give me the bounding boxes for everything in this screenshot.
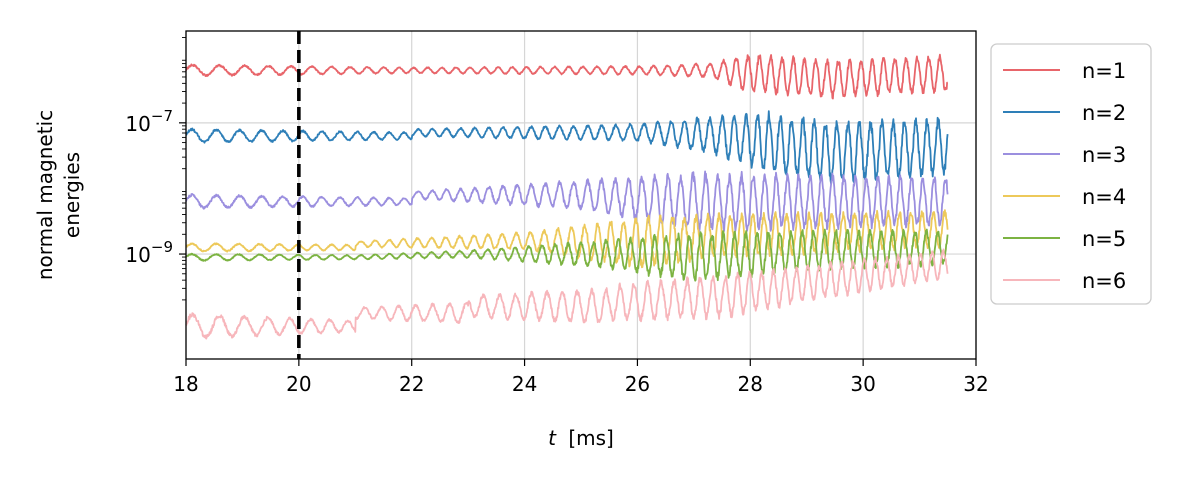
x-tick-label: 24	[512, 372, 537, 396]
x-axis-label-unit: [ms]	[568, 426, 614, 450]
x-axis-label-variable: t	[548, 426, 557, 450]
series-line-1	[185, 53, 948, 100]
x-axis-label: t [ms]	[548, 426, 614, 450]
x-axis-ticks: 18 20 22 24 26 28 30 32	[173, 359, 989, 396]
y-axis-ticks: 10−910−7	[125, 37, 186, 301]
x-tick-label: 32	[963, 372, 988, 396]
x-tick-label: 28	[738, 372, 763, 396]
x-tick-label: 30	[850, 372, 875, 396]
series-lines	[185, 53, 949, 340]
legend-label: n=6	[1082, 269, 1126, 293]
legend-box	[990, 43, 1152, 305]
y-tick-label: 10−9	[125, 238, 173, 267]
legend: n=1 n=2 n=3 n=4 n=5 n=6	[990, 43, 1152, 305]
series-line-4	[185, 209, 949, 269]
legend-label: n=4	[1082, 185, 1126, 209]
legend-label: n=5	[1082, 227, 1126, 251]
x-tick-label: 20	[286, 372, 311, 396]
series-line-3	[185, 170, 949, 233]
series-line-6	[185, 248, 949, 340]
legend-label: n=2	[1082, 101, 1126, 125]
x-tick-label: 18	[173, 372, 198, 396]
y-tick-label-exponent: −7	[151, 107, 173, 125]
y-tick-label-base: 10	[125, 243, 150, 267]
y-tick-label-base: 10	[125, 112, 150, 136]
legend-label: n=1	[1082, 59, 1126, 83]
y-tick-label-exponent: −9	[151, 238, 173, 256]
x-tick-label: 22	[399, 372, 424, 396]
y-axis-label-line1: normal magnetic	[33, 110, 57, 280]
series-line-5	[185, 228, 949, 282]
legend-label: n=3	[1082, 143, 1126, 167]
x-tick-label: 26	[625, 372, 650, 396]
y-axis-label-line2: energies	[60, 152, 84, 238]
y-tick-label: 10−7	[125, 107, 173, 136]
